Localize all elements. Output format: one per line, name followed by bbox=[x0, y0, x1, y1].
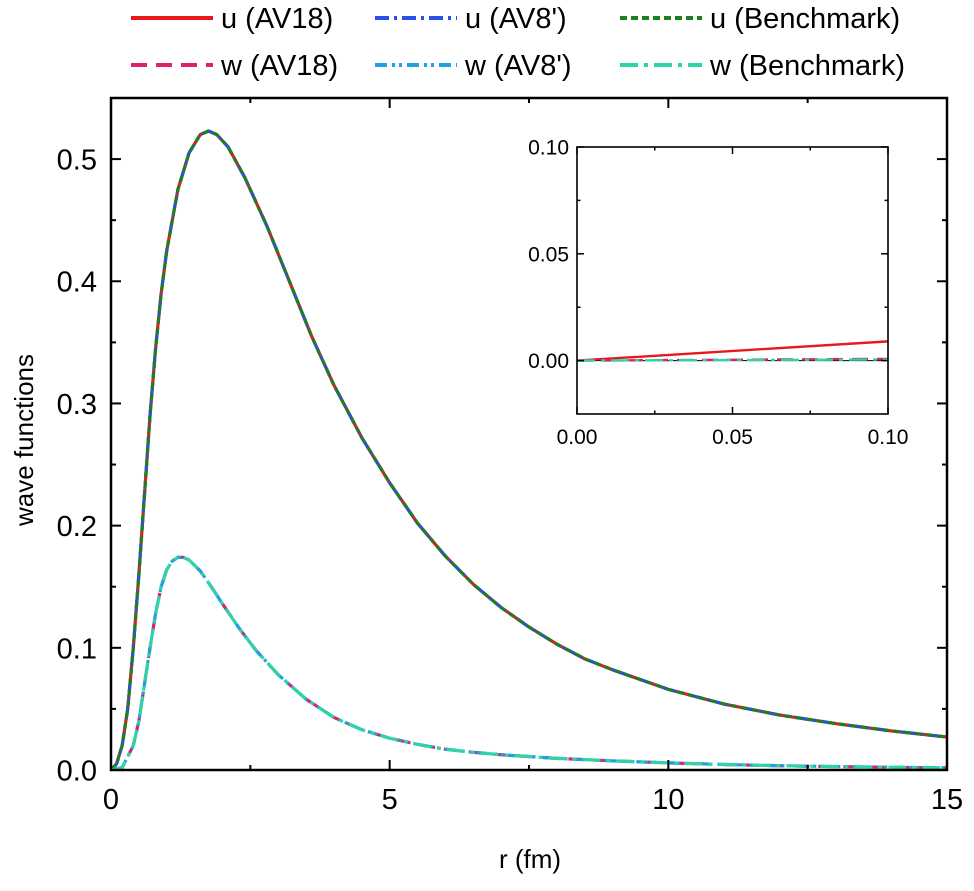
inset-x-tick-label: 0.10 bbox=[868, 426, 909, 449]
main-series-line-2 bbox=[111, 129, 947, 770]
legend-label-3: w (AV18) bbox=[220, 50, 338, 82]
main-frame bbox=[109, 96, 949, 772]
main-y-tick-label: 0.3 bbox=[57, 389, 97, 421]
main-y-tick-label: 0.1 bbox=[57, 633, 97, 665]
inset-x-tick-label: 0.05 bbox=[712, 426, 753, 449]
x-axis-title: r (fm) bbox=[499, 844, 561, 874]
main-series-line-1 bbox=[111, 129, 947, 770]
main-series-line-0 bbox=[111, 129, 947, 770]
legend-label-2: u (Benchmark) bbox=[710, 3, 900, 35]
main-series-line-3 bbox=[111, 555, 947, 770]
inset-plot-area: 0.00 0.05 0.10 0.00 0.05 0.10 bbox=[528, 137, 908, 449]
inset-series-line-0 bbox=[577, 340, 888, 362]
inset-frame bbox=[576, 146, 889, 415]
inset-series-group bbox=[577, 340, 888, 362]
legend-label-4: w (AV8') bbox=[464, 50, 572, 82]
legend: u (AV18) u (AV8') u (Benchmark) w (AV18) w (… bbox=[131, 3, 905, 82]
inset-x-tick-label: 0.00 bbox=[557, 426, 598, 449]
main-y-tick-label: 0.5 bbox=[57, 145, 97, 177]
main-series-group bbox=[111, 129, 947, 770]
main-series-line-5 bbox=[111, 555, 947, 770]
legend-label-5: w (Benchmark) bbox=[709, 50, 905, 82]
legend-label-0: u (AV18) bbox=[221, 3, 333, 35]
main-plot-area: 0 5 10 15 0.0 0.1 0.2 0.3 0.4 0.5 bbox=[57, 96, 963, 816]
inset-y-tick-label: 0.10 bbox=[528, 137, 569, 160]
main-x-tick-label: 15 bbox=[931, 784, 963, 816]
main-y-tick-label: 0.4 bbox=[57, 267, 97, 299]
y-axis-title: wave functions bbox=[9, 354, 39, 527]
main-x-tick-label: 5 bbox=[382, 784, 398, 816]
main-series-line-4 bbox=[111, 555, 947, 770]
inset-y-tick-label: 0.00 bbox=[528, 350, 569, 373]
main-x-tick-label: 0 bbox=[103, 784, 119, 816]
main-y-tick-label: 0.0 bbox=[57, 755, 97, 787]
main-x-tick-label: 10 bbox=[652, 784, 684, 816]
inset-series-line-2 bbox=[577, 358, 888, 362]
inset-y-tick-label: 0.05 bbox=[528, 243, 569, 266]
legend-label-1: u (AV8') bbox=[465, 3, 567, 35]
main-y-tick-label: 0.2 bbox=[57, 511, 97, 543]
